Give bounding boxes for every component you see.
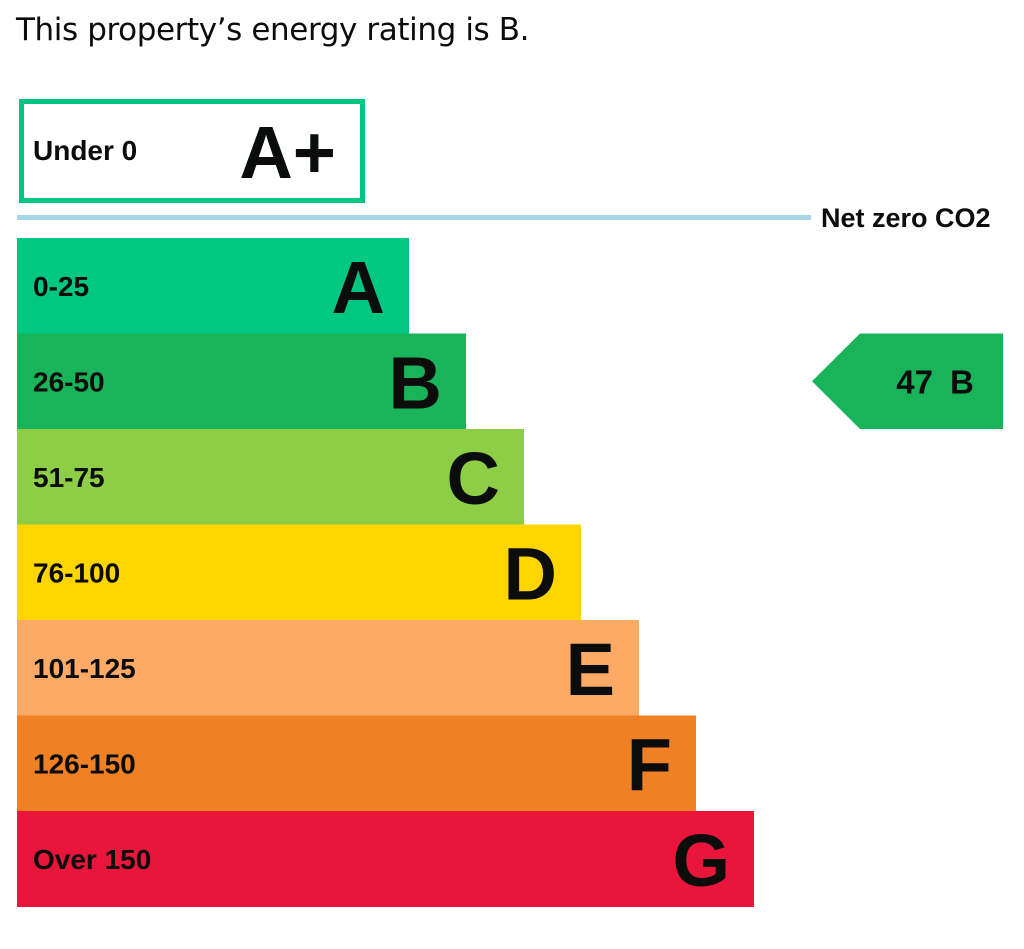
band-range-label: 51-75 <box>33 462 105 493</box>
band-e-bar <box>17 620 639 716</box>
band-range-label: Over 150 <box>33 844 151 875</box>
band-c-bar <box>17 429 524 525</box>
current-rating-letter: B <box>950 363 974 400</box>
band-letter: A <box>332 246 385 329</box>
band-letter: F <box>627 723 672 806</box>
band-range-label: 126-150 <box>33 748 136 779</box>
band-range-label: 26-50 <box>33 366 105 397</box>
band-range-label: Under 0 <box>33 135 137 166</box>
band-letter: B <box>389 341 442 424</box>
band-a-bar <box>17 238 409 334</box>
band-letter: C <box>447 437 500 520</box>
band-letter: E <box>566 628 615 711</box>
current-rating-arrow <box>812 333 1003 429</box>
energy-rating-heading: This property’s energy rating is B. <box>16 12 530 48</box>
band-d-bar <box>17 524 581 621</box>
band-range-label: 0-25 <box>33 271 89 302</box>
band-letter: G <box>672 819 730 902</box>
band-range-label: 76-100 <box>33 557 120 588</box>
band-a-plus-box <box>19 99 365 203</box>
band-f-bar <box>17 715 696 812</box>
net-zero-label: Net zero CO2 <box>821 203 991 233</box>
band-b-bar <box>17 333 466 430</box>
current-rating-score: 47 <box>896 363 933 400</box>
band-letter: D <box>504 532 557 615</box>
band-letter: A+ <box>239 111 336 194</box>
band-g-bar <box>17 811 754 907</box>
band-range-label: 101-125 <box>33 653 136 684</box>
